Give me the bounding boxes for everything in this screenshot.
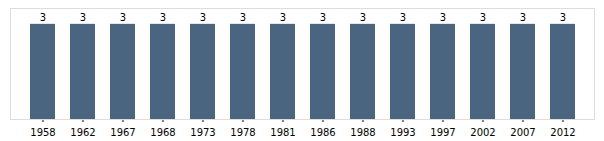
svg-text:1968: 1968	[150, 127, 175, 138]
svg-text:1997: 1997	[430, 127, 455, 138]
svg-text:1993: 1993	[390, 127, 415, 138]
svg-text:1986: 1986	[310, 127, 335, 138]
svg-text:3: 3	[360, 12, 366, 23]
svg-text:3: 3	[160, 12, 166, 23]
svg-text:3: 3	[280, 12, 286, 23]
svg-text:1973: 1973	[190, 127, 215, 138]
svg-text:3: 3	[240, 12, 246, 23]
svg-text:1967: 1967	[110, 127, 135, 138]
svg-text:3: 3	[480, 12, 486, 23]
svg-text:1962: 1962	[70, 127, 95, 138]
svg-text:3: 3	[400, 12, 406, 23]
svg-text:3: 3	[560, 12, 566, 23]
svg-text:3: 3	[520, 12, 526, 23]
svg-text:3: 3	[40, 12, 46, 23]
svg-text:1988: 1988	[350, 127, 375, 138]
svg-text:3: 3	[440, 12, 446, 23]
svg-text:3: 3	[80, 12, 86, 23]
svg-text:1978: 1978	[230, 127, 255, 138]
svg-text:2002: 2002	[470, 127, 495, 138]
svg-text:3: 3	[200, 12, 206, 23]
svg-text:1981: 1981	[270, 127, 295, 138]
svg-text:2007: 2007	[510, 127, 535, 138]
svg-text:1958: 1958	[30, 127, 55, 138]
svg-text:3: 3	[120, 12, 126, 23]
svg-text:3: 3	[320, 12, 326, 23]
svg-text:2012: 2012	[550, 127, 575, 138]
